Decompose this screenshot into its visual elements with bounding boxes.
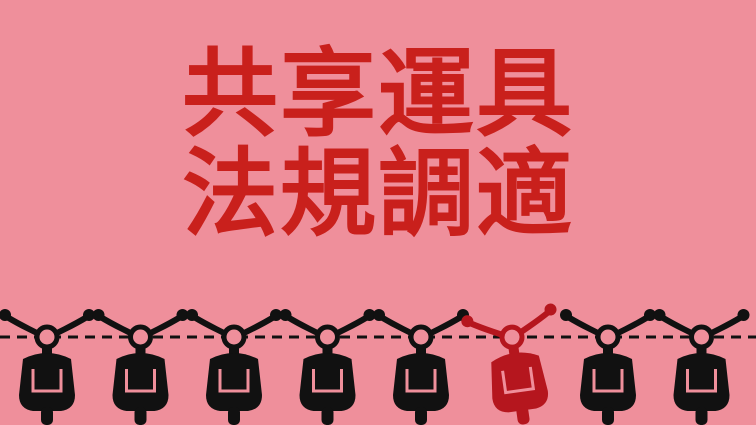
scooter-icon (279, 309, 376, 425)
scooter-icon (186, 309, 282, 425)
scooter-icon (560, 309, 656, 425)
scooter-icon-highlighted (461, 303, 557, 425)
scooter-icon (653, 309, 750, 425)
headline-line-1: 共享運具 (182, 37, 574, 150)
scooter-group (0, 303, 750, 425)
headline-line-2: 法規調適 (182, 137, 574, 250)
headline: 共享運具 法規調適 (0, 44, 756, 244)
scooter-row (0, 295, 756, 425)
scooter-illustration (0, 303, 756, 425)
scooter-icon (92, 309, 189, 425)
scooter-icon (0, 309, 95, 425)
scooter-icon (373, 309, 469, 425)
